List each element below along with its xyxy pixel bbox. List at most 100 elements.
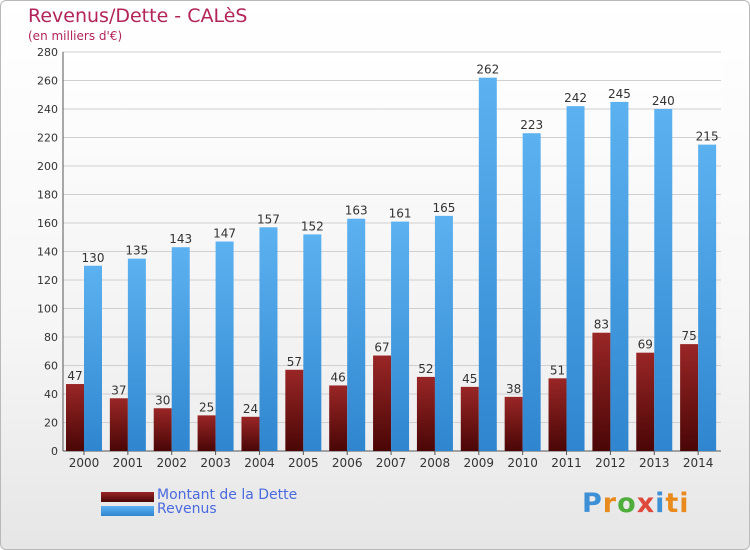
bar-revenus xyxy=(215,241,234,451)
chart-subtitle: (en milliers d'€) xyxy=(28,29,123,43)
x-tick-label: 2010 xyxy=(507,456,538,470)
x-tick-label: 2001 xyxy=(113,456,144,470)
x-tick-label: 2003 xyxy=(200,456,231,470)
x-tick-label: 2007 xyxy=(376,456,407,470)
legend-swatch-revenus xyxy=(101,506,154,516)
x-tick-label: 2011 xyxy=(551,456,582,470)
y-tick-label: 20 xyxy=(44,417,58,430)
bar-revenus xyxy=(654,109,673,451)
x-axis-labels: 2000 2001 2002 2003 2004 2005 2006 2007 2008 2009… xyxy=(69,451,714,470)
bar-revenus xyxy=(84,265,102,451)
y-tick-label: 60 xyxy=(44,360,58,373)
bar-dette xyxy=(460,386,479,451)
bar-revenus xyxy=(127,258,146,451)
y-tick-label: 280 xyxy=(37,46,58,59)
bar-revenus xyxy=(171,247,190,451)
value-label-revenus: 242 xyxy=(564,91,587,105)
x-tick-label: 2006 xyxy=(332,456,363,470)
y-tick-label: 160 xyxy=(37,217,58,230)
y-tick-label: 200 xyxy=(37,160,58,173)
y-tick-label: 120 xyxy=(37,274,58,287)
value-label-revenus: 215 xyxy=(696,130,719,144)
proxiti-logo: Proxiti xyxy=(582,488,690,519)
value-label-dette: 45 xyxy=(462,372,477,386)
x-tick-label: 2005 xyxy=(288,456,319,470)
value-label-revenus: 165 xyxy=(432,201,455,215)
value-label-revenus: 163 xyxy=(345,204,368,218)
value-label-dette: 67 xyxy=(374,341,389,355)
value-label-dette: 69 xyxy=(638,338,653,352)
value-label-dette: 83 xyxy=(594,318,609,332)
bar-dette xyxy=(636,352,655,451)
value-label-revenus: 245 xyxy=(608,87,631,101)
value-label-revenus: 223 xyxy=(520,118,543,132)
chart-title: Revenus/Dette - CALèS xyxy=(28,5,248,27)
bar-dette xyxy=(416,376,435,451)
value-label-dette: 30 xyxy=(155,393,170,407)
x-tick-label: 2009 xyxy=(464,456,495,470)
bar-revenus xyxy=(478,77,497,452)
value-label-revenus: 161 xyxy=(389,207,412,221)
y-tick-label: 260 xyxy=(37,75,58,88)
bar-revenus xyxy=(391,221,410,451)
value-label-revenus: 240 xyxy=(652,94,675,108)
x-tick-label: 2014 xyxy=(683,456,714,470)
value-label-dette: 24 xyxy=(243,402,258,416)
bar-revenus xyxy=(347,218,366,451)
value-label-dette: 57 xyxy=(287,355,302,369)
y-tick-label: 40 xyxy=(44,388,58,401)
value-label-dette: 25 xyxy=(199,400,214,414)
value-label-revenus: 147 xyxy=(213,227,236,241)
value-label-revenus: 135 xyxy=(125,244,148,258)
bar-revenus xyxy=(522,133,541,451)
bar-dette xyxy=(285,369,304,451)
y-tick-label: 240 xyxy=(37,103,58,116)
bar-revenus xyxy=(698,144,717,451)
bar-dette xyxy=(373,355,392,451)
x-tick-label: 2008 xyxy=(420,456,451,470)
bar-dette xyxy=(592,332,611,451)
value-label-dette: 51 xyxy=(550,363,565,377)
legend-label-dette: Montant de la Dette xyxy=(157,487,298,503)
bar-revenus xyxy=(259,227,278,451)
y-tick-label: 220 xyxy=(37,132,58,145)
y-tick-label: 0 xyxy=(51,445,58,458)
bars xyxy=(66,77,717,452)
x-tick-label: 2004 xyxy=(244,456,275,470)
y-axis-labels: 0 20 40 60 80 100 120 140 160 180 200 220 240 260 280 xyxy=(37,46,58,458)
y-tick-label: 100 xyxy=(37,303,58,316)
bar-dette xyxy=(153,408,172,451)
bar-revenus xyxy=(434,215,453,451)
x-tick-label: 2002 xyxy=(156,456,187,470)
x-tick-label: 2012 xyxy=(595,456,626,470)
value-label-revenus: 130 xyxy=(82,251,105,265)
y-tick-label: 140 xyxy=(37,246,58,259)
bar-revenus xyxy=(303,234,322,451)
value-label-revenus: 157 xyxy=(257,212,280,226)
x-tick-label: 2013 xyxy=(639,456,670,470)
bar-revenus xyxy=(566,106,585,452)
value-label-dette: 46 xyxy=(331,370,346,384)
value-label-dette: 75 xyxy=(681,329,696,343)
legend-label-revenus: Revenus xyxy=(157,501,217,517)
bar-dette xyxy=(241,416,260,451)
x-tick-label: 2000 xyxy=(69,456,100,470)
bar-dette xyxy=(329,385,348,451)
value-labels: 47 130 37 135 30 143 25 147 24 157 57 152 46 163 67 161… xyxy=(67,63,718,416)
value-label-dette: 38 xyxy=(506,382,521,396)
y-tick-label: 180 xyxy=(37,189,58,202)
value-label-revenus: 152 xyxy=(301,219,324,233)
bar-dette xyxy=(66,384,84,451)
value-label-dette: 37 xyxy=(111,383,126,397)
y-tick-label: 80 xyxy=(44,331,58,344)
bar-dette xyxy=(197,415,216,451)
bar-dette xyxy=(504,396,523,451)
value-label-revenus: 143 xyxy=(169,232,192,246)
value-label-revenus: 262 xyxy=(476,63,499,77)
bar-dette xyxy=(680,344,699,451)
value-label-dette: 52 xyxy=(418,362,433,376)
legend-swatch-dette xyxy=(101,492,154,502)
bar-dette xyxy=(109,398,128,451)
